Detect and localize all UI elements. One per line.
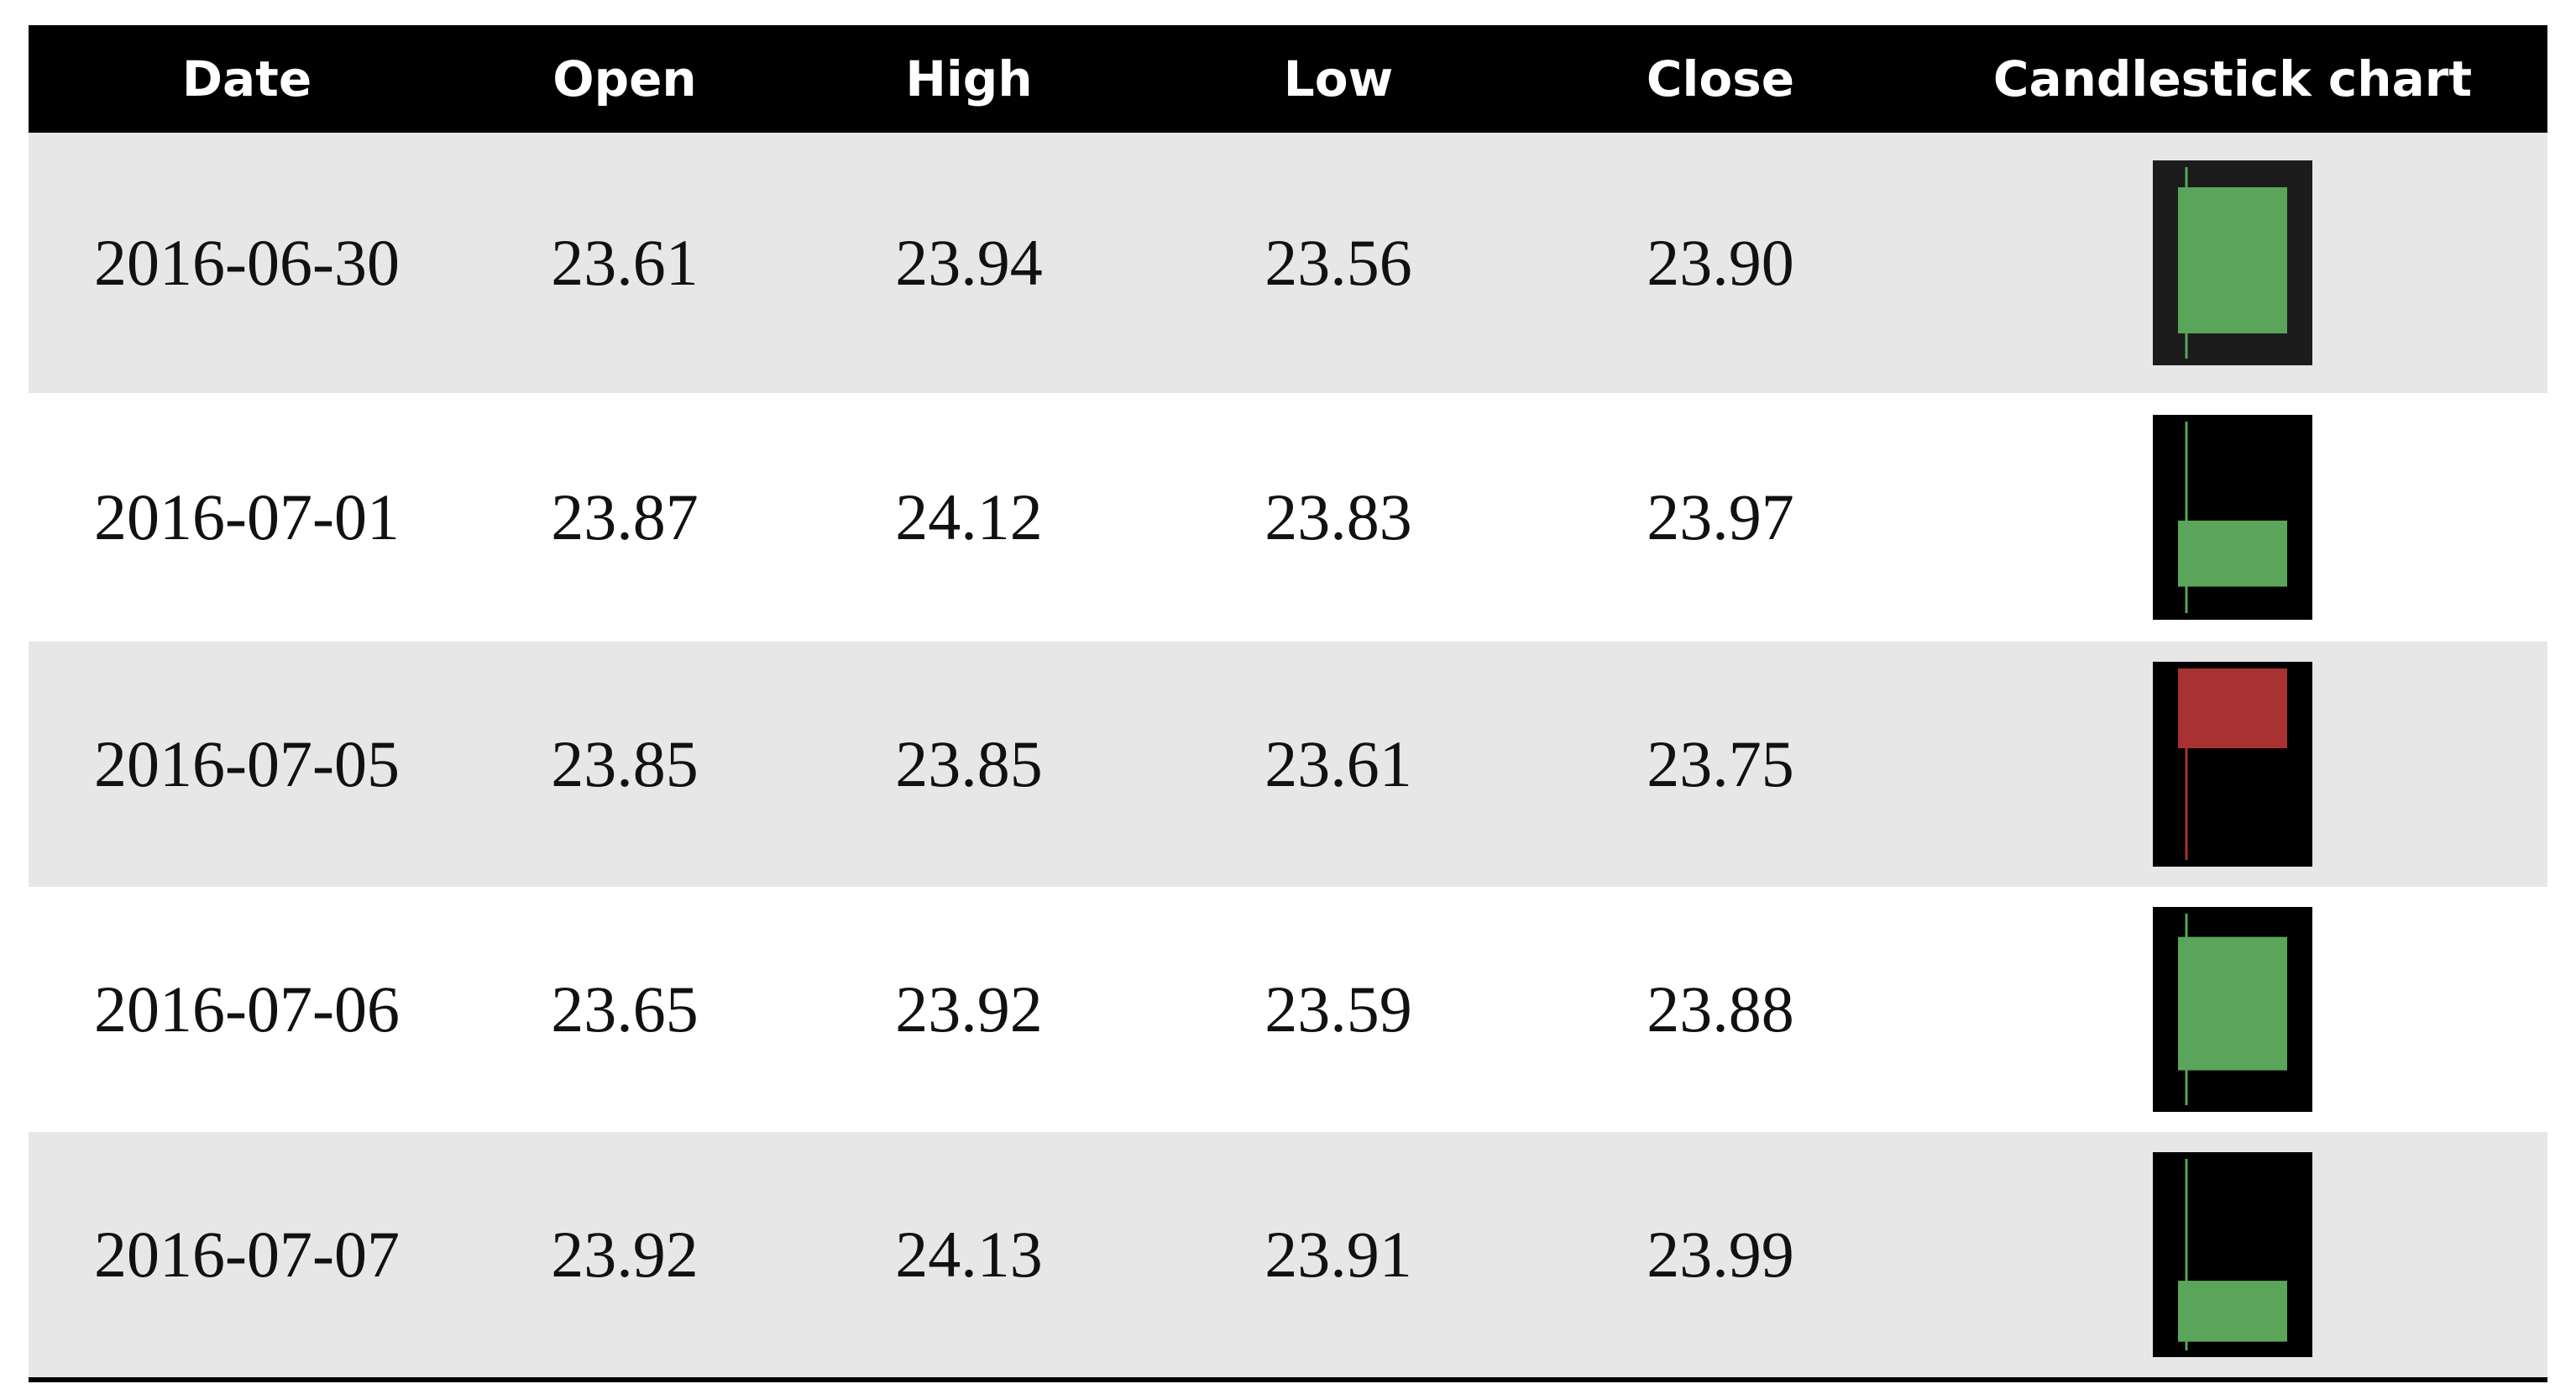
candle-body bbox=[2178, 1281, 2287, 1342]
header-high: High bbox=[905, 50, 1033, 107]
cell-high: 23.94 bbox=[895, 226, 1043, 299]
candlestick-thumbnail bbox=[2153, 160, 2312, 365]
ohlc-table: Date Open High Low Close Candlestick cha… bbox=[29, 25, 2547, 1382]
table-row: 2016-07-06 23.65 23.92 23.59 23.88 bbox=[29, 887, 2547, 1132]
candlestick-thumbnail bbox=[2153, 662, 2312, 867]
table-row: 2016-07-07 23.92 24.13 23.91 23.99 bbox=[29, 1132, 2547, 1377]
cell-candlestick bbox=[1918, 887, 2547, 1132]
cell-close: 23.88 bbox=[1647, 972, 1794, 1046]
cell-low: 23.56 bbox=[1264, 226, 1412, 299]
table-row: 2016-07-05 23.85 23.85 23.61 23.75 bbox=[29, 642, 2547, 887]
candle-body bbox=[2178, 668, 2287, 748]
cell-low: 23.83 bbox=[1264, 480, 1412, 553]
cell-open: 23.87 bbox=[551, 480, 699, 553]
cell-date: 2016-07-01 bbox=[94, 480, 400, 553]
table-body: 2016-06-30 23.61 23.94 23.56 23.90 2016-07-01… bbox=[29, 133, 2547, 1377]
cell-low: 23.59 bbox=[1264, 972, 1412, 1046]
cell-open: 23.65 bbox=[551, 972, 699, 1046]
cell-low: 23.91 bbox=[1264, 1218, 1412, 1291]
cell-candlestick bbox=[1918, 133, 2547, 393]
cell-open: 23.61 bbox=[551, 226, 699, 299]
cell-close: 23.90 bbox=[1647, 226, 1794, 299]
candlestick-thumbnail bbox=[2153, 415, 2312, 620]
cell-open: 23.92 bbox=[551, 1218, 699, 1291]
cell-candlestick bbox=[1918, 642, 2547, 887]
cell-high: 23.92 bbox=[895, 972, 1043, 1046]
bottom-rule bbox=[29, 1377, 2547, 1382]
cell-open: 23.85 bbox=[551, 727, 699, 800]
cell-high: 24.13 bbox=[895, 1218, 1043, 1291]
cell-date: 2016-07-06 bbox=[94, 972, 400, 1046]
header-close: Close bbox=[1646, 50, 1795, 107]
header-low: Low bbox=[1283, 50, 1394, 107]
table-header: Date Open High Low Close Candlestick cha… bbox=[29, 25, 2547, 133]
cell-close: 23.97 bbox=[1647, 480, 1794, 553]
candlestick-thumbnail bbox=[2153, 1152, 2312, 1357]
candle-background bbox=[2153, 415, 2312, 620]
cell-candlestick bbox=[1918, 393, 2547, 642]
candle-body bbox=[2178, 936, 2287, 1071]
cell-low: 23.61 bbox=[1264, 727, 1412, 800]
candle-body bbox=[2178, 520, 2287, 587]
cell-date: 2016-06-30 bbox=[94, 226, 400, 299]
cell-high: 24.12 bbox=[895, 480, 1043, 553]
cell-date: 2016-07-07 bbox=[94, 1218, 400, 1291]
cell-date: 2016-07-05 bbox=[94, 727, 400, 800]
cell-candlestick bbox=[1918, 1132, 2547, 1377]
table-row: 2016-06-30 23.61 23.94 23.56 23.90 bbox=[29, 133, 2547, 393]
cell-high: 23.85 bbox=[895, 727, 1043, 800]
header-open: Open bbox=[552, 50, 697, 107]
cell-close: 23.75 bbox=[1647, 727, 1794, 800]
header-candlestick-chart: Candlestick chart bbox=[1992, 50, 2473, 107]
header-date: Date bbox=[181, 50, 312, 107]
candle-body bbox=[2178, 187, 2287, 333]
cell-close: 23.99 bbox=[1647, 1218, 1794, 1291]
table-row: 2016-07-01 23.87 24.12 23.83 23.97 bbox=[29, 393, 2547, 642]
candlestick-thumbnail bbox=[2153, 907, 2312, 1112]
